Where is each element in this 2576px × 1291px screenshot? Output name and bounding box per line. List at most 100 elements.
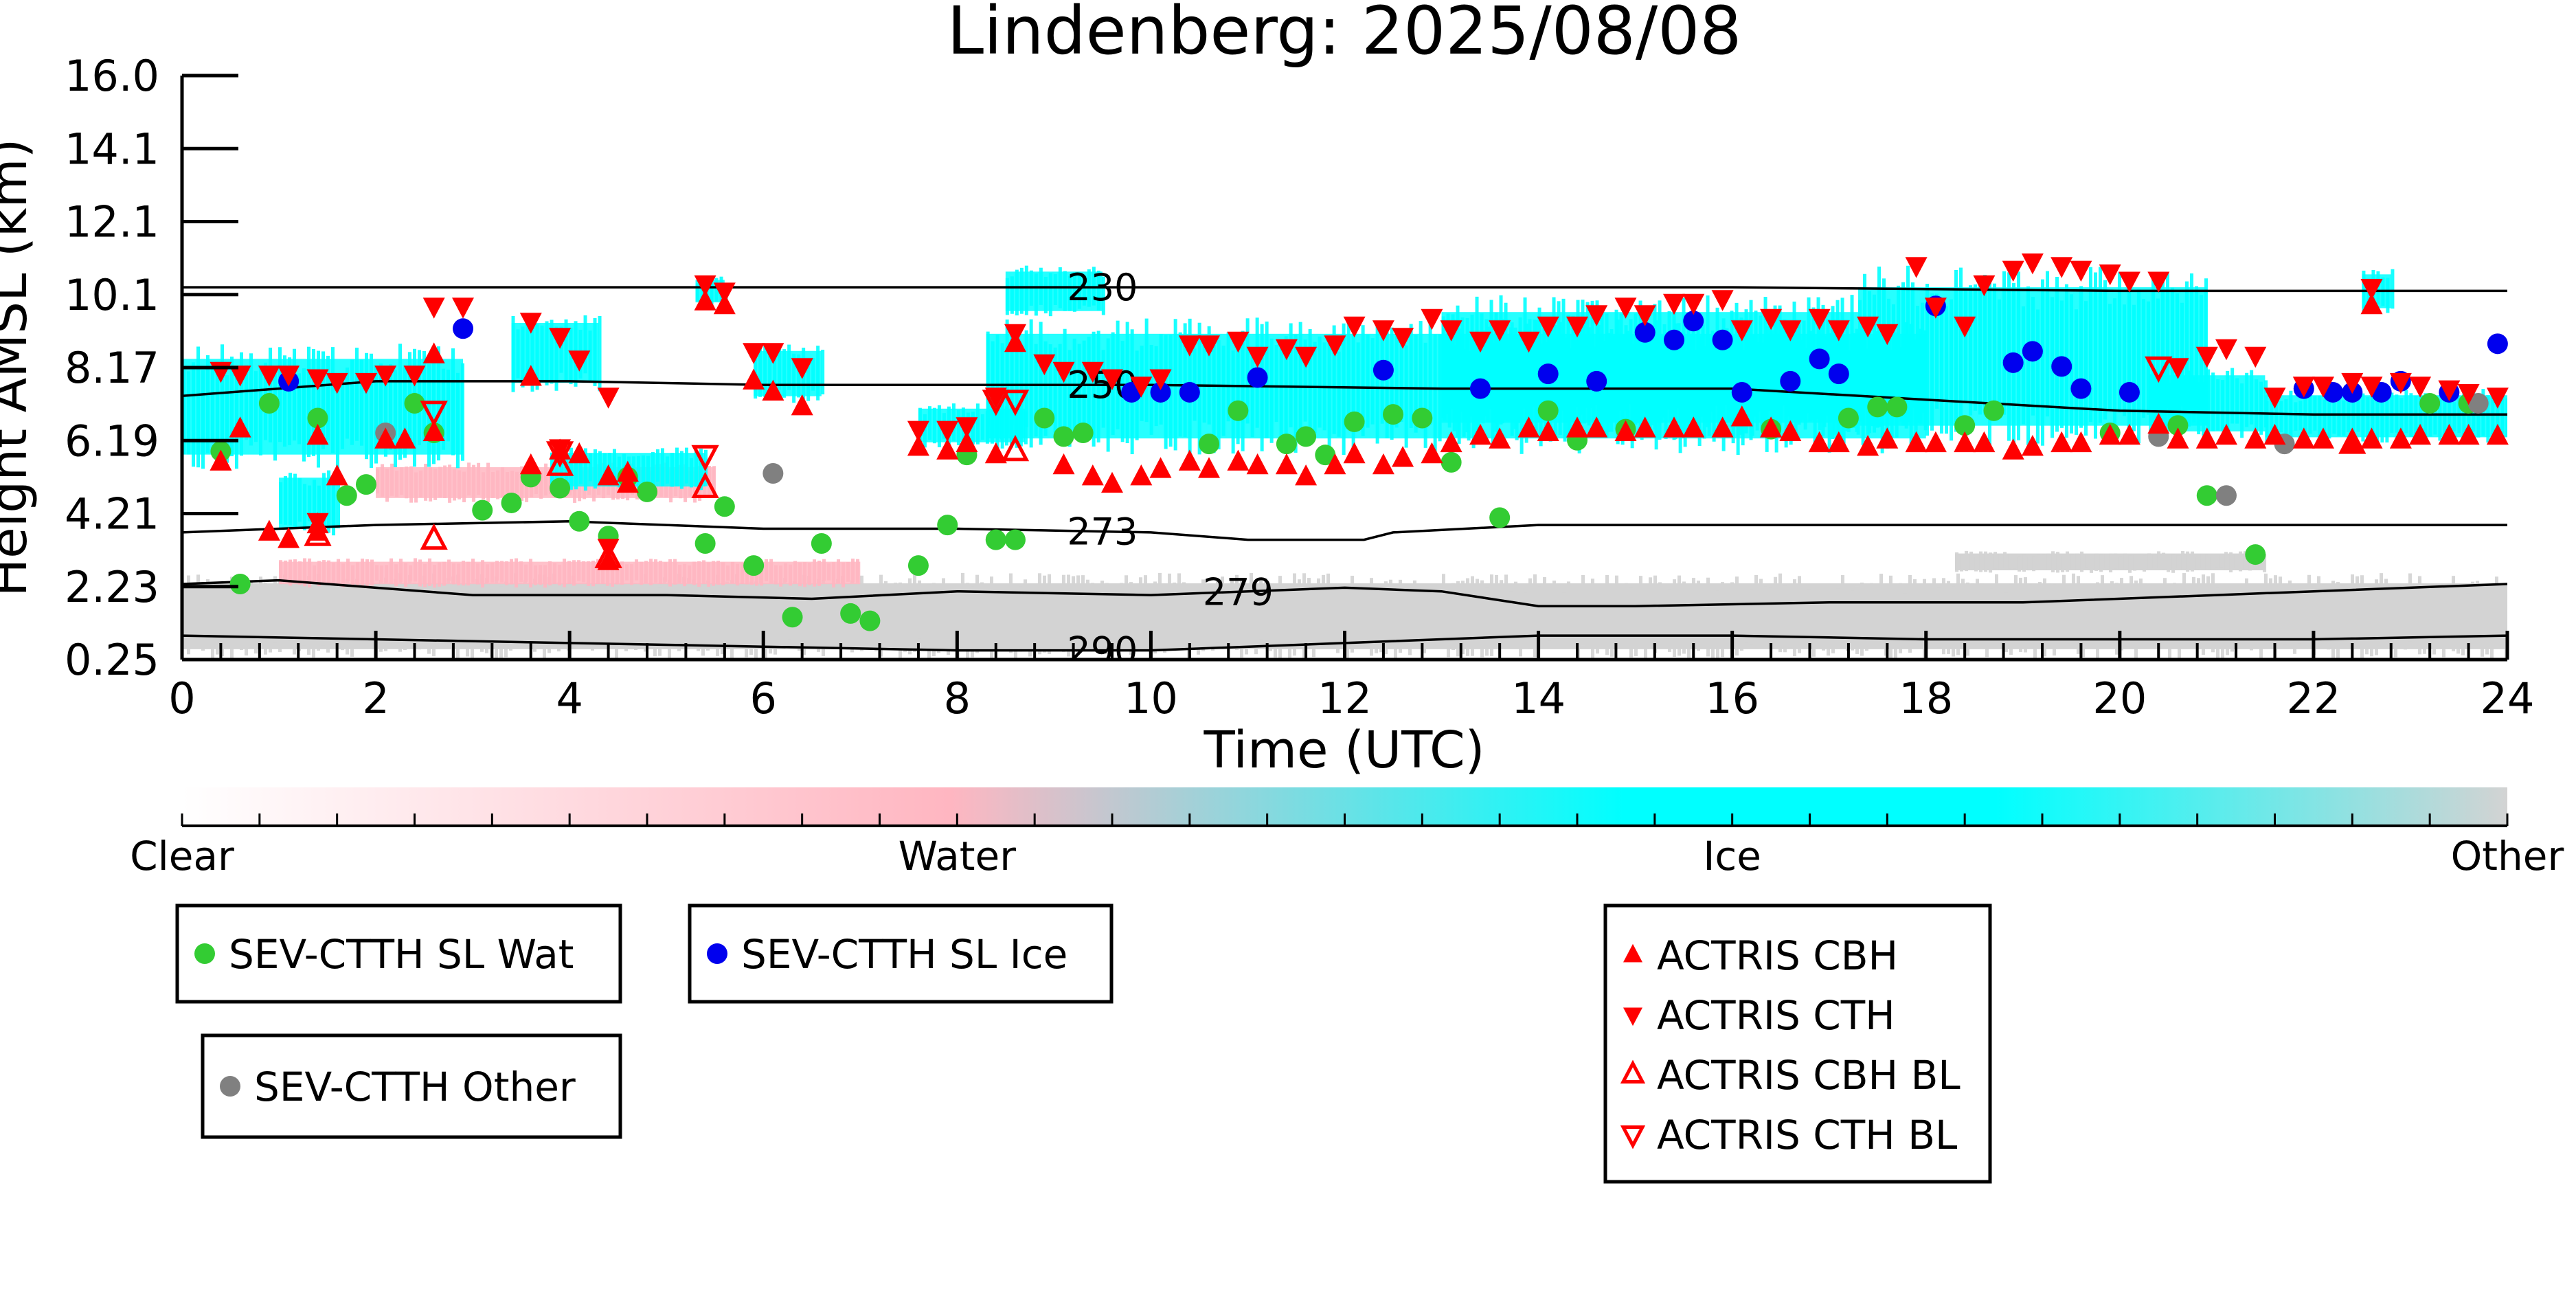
- data-point: [782, 607, 803, 628]
- cloud-mask-streak: [2210, 556, 2214, 570]
- data-point: [2360, 377, 2383, 398]
- cloud-mask-streak: [999, 591, 1003, 644]
- cloud-mask-streak: [2043, 578, 2046, 657]
- cloud-mask-streak: [1307, 578, 1311, 648]
- cloud-mask-streak: [1673, 579, 1676, 658]
- cloud-mask-streak: [1745, 590, 1748, 643]
- cloud-mask-streak: [2048, 583, 2051, 646]
- data-point: [1876, 427, 1899, 449]
- cloud-mask-streak: [692, 561, 697, 585]
- data-point: [1537, 400, 1559, 421]
- cloud-mask-streak: [2230, 368, 2235, 424]
- cloud-mask-streak: [816, 346, 820, 401]
- data-point: [1712, 329, 1733, 350]
- cloud-mask-streak: [312, 583, 315, 658]
- cloud-mask-streak: [1336, 593, 1340, 653]
- cloud-mask-streak: [1366, 335, 1370, 428]
- cloud-mask-streak: [1110, 590, 1114, 654]
- cloud-mask-streak: [1461, 581, 1465, 655]
- axes: 0 2 4 6 8 10 12 14 16 18 20 22 2416.014.112.110.18.1…: [65, 51, 2535, 723]
- legend-item: ACTRIS CBH BL: [1620, 1052, 1961, 1099]
- data-point: [1295, 464, 1318, 486]
- x-tick-label: 14: [1511, 673, 1566, 723]
- cloud-mask-streak: [1710, 330, 1715, 412]
- cloud-mask-streak: [1798, 576, 1801, 653]
- cloud-mask-streak: [598, 315, 602, 392]
- cloud-mask-streak: [2495, 576, 2498, 642]
- cloud-mask-streak: [2216, 587, 2219, 660]
- data-point: [1585, 305, 1608, 326]
- cloud-mask-streak: [1763, 297, 1767, 421]
- cloud-mask-streak: [1863, 273, 1867, 407]
- data-point: [1275, 453, 1298, 475]
- cloud-mask-streak: [313, 565, 317, 584]
- cloud-mask-streak: [504, 581, 508, 658]
- data-point: [1198, 457, 1220, 478]
- data-point: [550, 478, 571, 499]
- data-point: [936, 438, 959, 460]
- cloud-mask-streak: [409, 466, 414, 503]
- cloud-mask-streak: [808, 563, 812, 585]
- cloud-mask-streak: [644, 574, 647, 652]
- x-tick-label: 4: [556, 673, 583, 723]
- data-point: [956, 417, 978, 438]
- cloud-mask-streak: [923, 590, 926, 647]
- data-point: [694, 532, 716, 554]
- cloud-mask-streak: [961, 572, 964, 649]
- cloud-mask-streak: [1653, 575, 1657, 653]
- cloud-mask-streak: [2219, 554, 2224, 568]
- data-point: [394, 427, 416, 449]
- data-point: [304, 519, 332, 546]
- cloud-mask-streak: [278, 347, 282, 442]
- cloud-mask-streak: [1930, 293, 1934, 431]
- cloud-mask-streak: [384, 577, 387, 651]
- cloud-mask-streak: [2380, 392, 2384, 443]
- y-tick-label: 16.0: [65, 51, 159, 101]
- cloud-mask-streak: [524, 564, 528, 582]
- cloud-mask-streak: [2331, 581, 2335, 658]
- cloud-mask-streak: [1887, 298, 1891, 409]
- cloud-mask-streak: [2142, 298, 2146, 418]
- cloud-mask-streak: [1955, 552, 1959, 572]
- cloud-mask-streak: [2265, 401, 2269, 443]
- cloud-mask-streak: [350, 359, 354, 445]
- cloud-mask-streak: [2235, 378, 2239, 424]
- cloud-mask-streak: [807, 576, 811, 644]
- cloud-mask-streak: [1058, 344, 1062, 437]
- cloud-mask-streak: [1595, 300, 1599, 405]
- cloud-mask-streak: [394, 564, 398, 587]
- cloud-mask-streak: [1614, 309, 1618, 429]
- cloud-mask-streak: [1543, 577, 1546, 643]
- cloud-mask-streak: [2205, 554, 2209, 570]
- cloud-mask-streak: [2490, 583, 2494, 660]
- cloud-mask-streak: [1643, 312, 1647, 412]
- cloud-mask-streak: [2250, 594, 2253, 651]
- data-point: [1663, 293, 1685, 315]
- data-point: [1827, 431, 1850, 453]
- cloud-mask-streak: [1974, 284, 1978, 411]
- data-point: [2195, 427, 2218, 449]
- data-point: [1838, 407, 1859, 429]
- data-point: [1469, 331, 1491, 353]
- cloud-mask-streak: [655, 449, 659, 482]
- cloud-mask-streak: [1489, 300, 1493, 409]
- cloud-mask-streak: [298, 478, 302, 522]
- cloud-mask-streak: [956, 583, 960, 658]
- data-point: [1227, 449, 1250, 471]
- cloud-mask-streak: [284, 560, 288, 581]
- cloud-mask-streak: [230, 356, 234, 457]
- cloud-mask-streak: [837, 559, 841, 583]
- data-point: [2215, 423, 2237, 445]
- cloud-mask-streak: [2036, 309, 2040, 444]
- data-point: [1682, 416, 1705, 438]
- data-point: [2050, 257, 2073, 278]
- y-tick-label: 4.21: [65, 489, 159, 539]
- cloud-mask-streak: [321, 587, 325, 646]
- cloud-mask-streak: [1726, 585, 1729, 646]
- cloud-mask-streak: [2081, 587, 2085, 658]
- cloud-mask-streak: [1086, 579, 1089, 642]
- data-point: [2167, 415, 2189, 436]
- cloud-mask-streak: [187, 575, 190, 655]
- cloud-mask-streak: [544, 463, 548, 496]
